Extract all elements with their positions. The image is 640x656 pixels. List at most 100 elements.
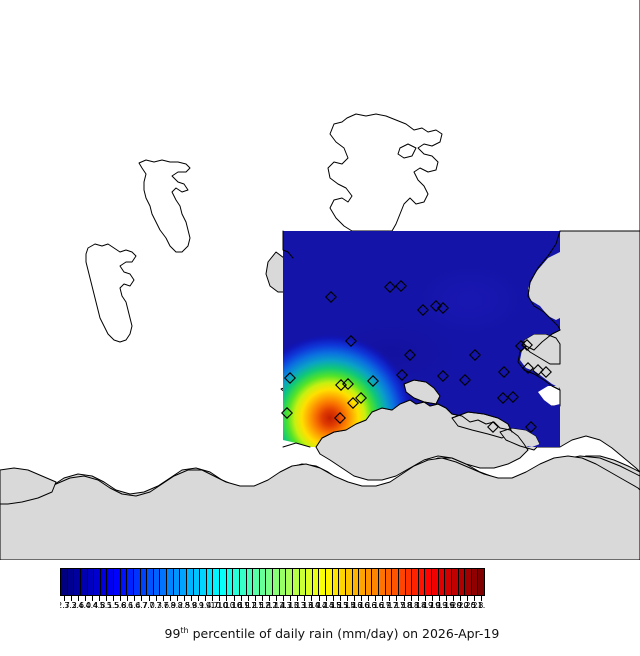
colorbar-tick: [417, 596, 419, 601]
colorbar-tick-label: 11.5: [245, 601, 264, 610]
station-diamond-marker[interactable]: [281, 407, 293, 419]
colorbar-cell: [458, 569, 466, 595]
colorbar-tick: [346, 596, 348, 601]
colorbar-tick-label: 17.8: [394, 601, 413, 610]
colorbar-cell: [279, 569, 287, 595]
colorbar-cell: [392, 569, 399, 595]
land-southwest-peninsula: [0, 455, 640, 560]
colorbar-tick-label: 5.5: [106, 601, 120, 610]
colorbar-tick-label: 7.9: [163, 601, 177, 610]
island-upper: [138, 159, 191, 253]
colorbar-tick-label: 21.0: [472, 601, 485, 610]
station-diamond-marker[interactable]: [325, 291, 337, 303]
colorbar-tick-label: 5.8: [113, 601, 127, 610]
colorbar-tick: [191, 596, 193, 601]
colorbar-tick: [460, 596, 462, 601]
station-diamond-marker[interactable]: [396, 369, 408, 381]
colorbar-tick: [91, 596, 93, 601]
colorbar-cell: [87, 569, 95, 595]
colorbar-tick: [276, 596, 278, 601]
colorbar-tick-label: 11.2: [238, 601, 257, 610]
colorbar-cell: [445, 569, 452, 595]
station-diamond-marker[interactable]: [355, 392, 367, 404]
colorbar-tick-label: 10.0: [210, 601, 229, 610]
station-diamond-marker[interactable]: [540, 366, 552, 378]
colorbar-cell: [319, 569, 326, 595]
colorbar-cell: [418, 569, 426, 595]
station-diamond-marker[interactable]: [345, 335, 357, 347]
station-diamond-marker[interactable]: [417, 304, 429, 316]
station-diamond-marker[interactable]: [342, 378, 354, 390]
colorbar-cell: [385, 569, 393, 595]
colorbar-cell: [292, 569, 300, 595]
colorbar-gradient[interactable]: [60, 568, 485, 596]
water-lake-northeast: [327, 113, 443, 232]
colorbar-tick: [247, 596, 249, 601]
station-diamond-marker[interactable]: [367, 375, 379, 387]
station-diamond-marker[interactable]: [437, 302, 449, 314]
colorbar-ticks: [60, 596, 485, 601]
colorbar-tick: [268, 596, 270, 601]
station-diamond-marker[interactable]: [335, 379, 347, 391]
colorbar-tick: [148, 596, 150, 601]
colorbar-tick: [219, 596, 221, 601]
colorbar-cell: [173, 569, 181, 595]
colorbar-tick-label: 3.2: [64, 601, 77, 610]
station-diamond-marker[interactable]: [459, 374, 471, 386]
map-canvas[interactable]: [0, 0, 640, 560]
coastline-overlay: [282, 230, 561, 451]
station-diamond-marker[interactable]: [521, 339, 533, 351]
colorbar-cell: [153, 569, 161, 595]
station-diamond-marker[interactable]: [498, 366, 510, 378]
station-diamond-marker[interactable]: [497, 392, 509, 404]
station-diamond-marker[interactable]: [532, 364, 544, 376]
colorbar-tick: [226, 596, 228, 601]
station-diamond-marker[interactable]: [384, 281, 396, 293]
precipitation-field: [283, 231, 560, 447]
colorbar-tick-label: 9.1: [191, 601, 205, 610]
weather-map-figure: VictoriaWeather.ca —— Fall Total Daily R…: [0, 0, 640, 641]
colorbar-tick-label: 15.4: [337, 601, 356, 610]
colorbar-tick: [375, 596, 377, 601]
map-panel[interactable]: [0, 0, 640, 560]
colorbar-cell: [133, 569, 141, 595]
colorbar-tick-label: 5.1: [99, 601, 113, 610]
colorbar-tick-label: 19.6: [437, 601, 455, 610]
colorbar-cell: [345, 569, 353, 595]
colorbar-cell: [438, 569, 446, 595]
station-diamond-marker[interactable]: [487, 421, 499, 433]
station-diamond-marker[interactable]: [469, 349, 481, 361]
station-diamond-marker[interactable]: [404, 349, 416, 361]
station-diamond-marker[interactable]: [430, 300, 442, 312]
station-diamond-marker[interactable]: [347, 397, 359, 409]
station-diamond-marker[interactable]: [334, 412, 346, 424]
colorbar-tick: [474, 596, 476, 601]
colorbar-cell: [67, 569, 75, 595]
station-diamond-marker[interactable]: [284, 372, 296, 384]
colorbar-cell: [127, 569, 134, 595]
colorbar-cell: [273, 569, 280, 595]
colorbar-cell: [107, 569, 114, 595]
colorbar-tick-label: 17.2: [380, 601, 399, 610]
station-diamond-marker[interactable]: [395, 280, 407, 292]
station-diamond-marker[interactable]: [522, 362, 534, 374]
station-diamond-marker[interactable]: [515, 340, 527, 352]
station-diamond-marker[interactable]: [437, 370, 449, 382]
colorbar-caption: 99th percentile of daily rain (mm/day) o…: [0, 611, 640, 656]
colorbar-tick-label: 4.8: [92, 601, 106, 610]
colorbar-tick-label: 16.9: [373, 601, 392, 610]
colorbar-panel: 2.73.23.64.04.44.85.15.55.86.16.46.77.07…: [0, 566, 640, 641]
station-diamond-marker[interactable]: [525, 421, 537, 433]
colorbar-tick: [155, 596, 157, 601]
colorbar-tick-label: 8.8: [184, 601, 198, 610]
colorbar-tick: [410, 596, 412, 601]
colorbar-tick: [382, 596, 384, 601]
station-markers[interactable]: [281, 280, 552, 433]
colorbar-tick-label: 14.2: [309, 601, 328, 610]
colorbar-tick: [389, 596, 391, 601]
station-diamond-marker[interactable]: [507, 391, 519, 403]
colorbar-cell: [180, 569, 187, 595]
colorbar-tick-label: 7.6: [156, 601, 170, 610]
colorbar-tick-label: 8.5: [177, 601, 191, 610]
colorbar-cell: [326, 569, 333, 595]
